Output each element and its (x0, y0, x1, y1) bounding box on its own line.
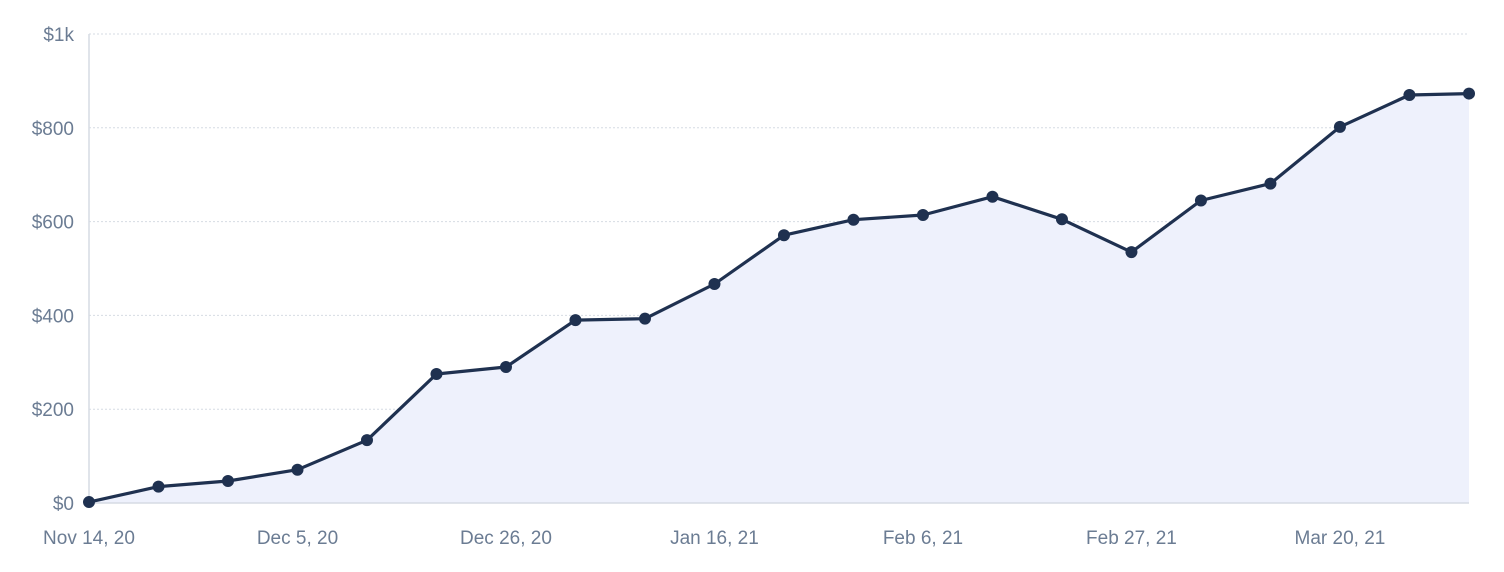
data-point (1055, 213, 1068, 226)
data-point (708, 277, 721, 290)
data-point (777, 229, 790, 242)
series-points (83, 87, 1475, 509)
x-tick-label: Feb 6, 21 (883, 528, 963, 549)
y-tick-label: $200 (32, 400, 74, 421)
x-tick-label: Dec 5, 20 (257, 528, 338, 549)
data-point (847, 213, 860, 226)
data-point (360, 434, 373, 447)
data-point (986, 190, 999, 203)
y-tick-label: $600 (32, 213, 74, 234)
series-area-fill (89, 93, 1469, 503)
data-point (1333, 120, 1346, 133)
data-point (499, 360, 512, 373)
x-tick-label: Dec 26, 20 (460, 528, 552, 549)
data-point (1264, 177, 1277, 190)
data-point (916, 209, 929, 222)
data-point (430, 368, 443, 381)
y-tick-label: $0 (53, 494, 74, 515)
x-tick-label: Mar 20, 21 (1295, 528, 1386, 549)
data-point (1125, 246, 1138, 259)
x-tick-label: Jan 16, 21 (670, 528, 759, 549)
x-tick-label: Nov 14, 20 (43, 528, 135, 549)
data-point (638, 312, 651, 325)
data-point (152, 480, 165, 493)
data-point (291, 463, 304, 476)
data-point (221, 474, 234, 487)
y-axis-tick-labels: $0 $200 $400 $600 $800 $1k (32, 25, 75, 515)
y-tick-label: $800 (32, 119, 74, 140)
data-point (83, 496, 95, 509)
x-tick-label: Feb 27, 21 (1086, 528, 1177, 549)
data-point (569, 314, 582, 327)
y-tick-label: $400 (32, 306, 74, 327)
data-point (1403, 88, 1416, 101)
data-point (1463, 87, 1475, 100)
x-axis-tick-labels: Nov 14, 20 Dec 5, 20 Dec 26, 20 Jan 16, 21 F… (43, 528, 1385, 549)
data-point (1194, 194, 1207, 207)
y-tick-label: $1k (43, 25, 74, 46)
